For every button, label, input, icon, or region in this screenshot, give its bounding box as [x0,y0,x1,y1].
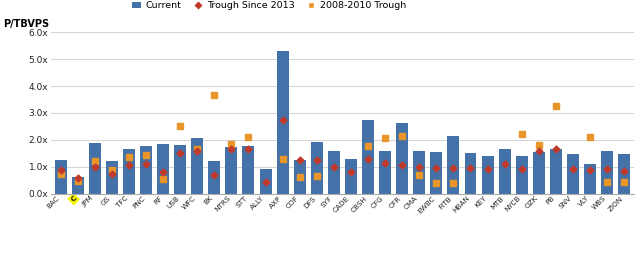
Bar [396,123,408,194]
Bar [481,156,493,194]
Bar [379,151,391,194]
Bar [54,160,67,194]
Bar [533,152,545,194]
Bar [260,169,271,194]
Bar [465,153,476,194]
Bar [345,159,357,194]
Bar [499,149,511,194]
Bar [584,164,596,194]
Bar [140,146,152,194]
Bar [430,152,442,194]
Bar [72,177,84,194]
Bar [413,151,425,194]
Bar [123,149,135,194]
Bar [550,149,562,194]
Bar [362,120,374,194]
Bar [209,161,220,194]
Bar [447,136,460,194]
Bar [225,147,237,194]
Bar [567,154,579,194]
Bar [601,151,613,194]
Bar [294,160,306,194]
Legend: Current, Trough Since 2013, 2008-2010 Trough: Current, Trough Since 2013, 2008-2010 Tr… [132,2,406,10]
Bar [328,151,340,194]
Bar [516,156,528,194]
Bar [191,138,204,194]
Bar [311,142,323,194]
Bar [106,161,118,194]
Text: P/TBVPS: P/TBVPS [3,19,49,29]
Bar [174,145,186,194]
Bar [157,144,169,194]
Bar [618,154,630,194]
Bar [243,146,255,194]
Bar [276,51,289,194]
Bar [89,143,100,194]
